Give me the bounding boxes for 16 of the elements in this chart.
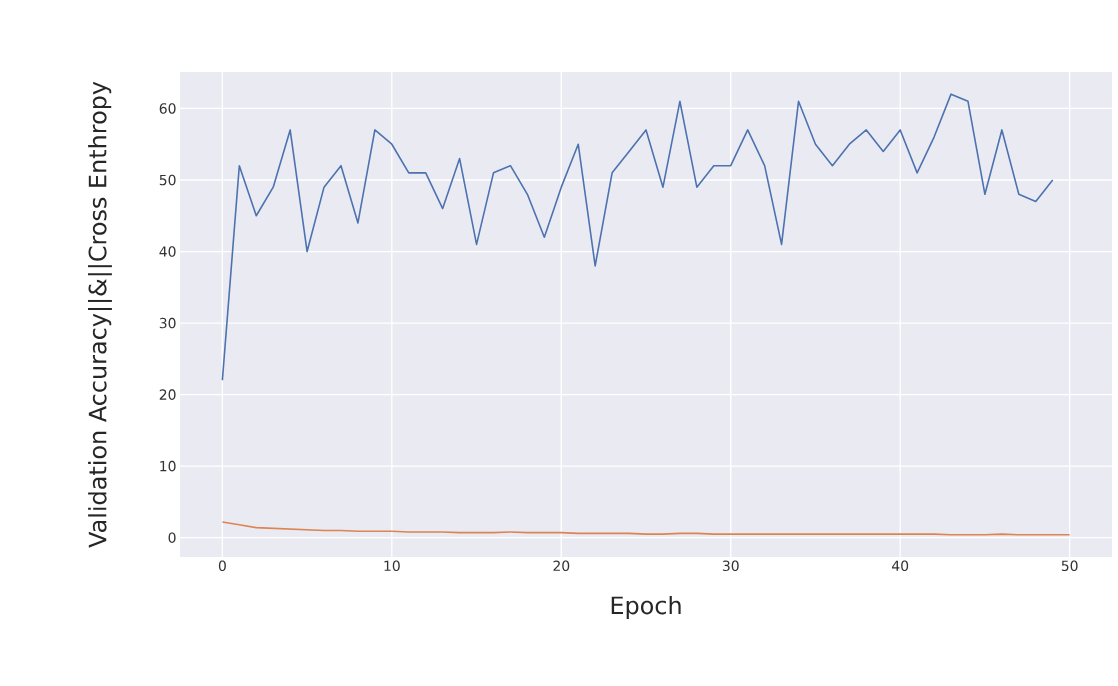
x-tick-label: 10	[384, 560, 400, 572]
y-tick-label: 50	[159, 174, 176, 186]
x-axis-title: Epoch	[611, 595, 681, 620]
y-tick-label: 20	[159, 389, 176, 400]
y-tick-label: 0	[168, 532, 176, 543]
y-tick-label: 40	[159, 246, 176, 257]
x-tick-label: 0	[218, 560, 226, 572]
y-axis-title: Validation Accuracy||&||Cross Enthropy	[88, 81, 112, 548]
y-tick-label: 30	[159, 317, 176, 329]
x-tick-label: 40	[892, 560, 909, 572]
y-tick-label: 10	[160, 460, 176, 472]
x-tick-label: 30	[722, 560, 739, 572]
y-tick-label: 60	[159, 103, 176, 114]
x-tick-label: 20	[553, 560, 570, 572]
x-tick-label: 50	[1061, 560, 1078, 572]
line-series	[221, 93, 1054, 382]
